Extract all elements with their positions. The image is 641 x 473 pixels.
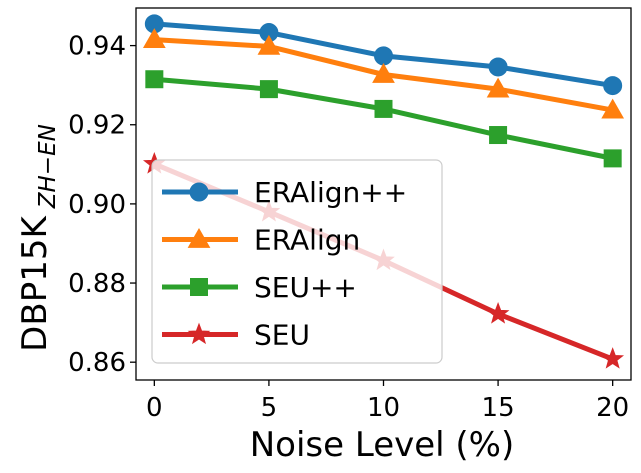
legend-box	[151, 159, 443, 364]
series-line	[154, 76, 614, 161]
data-point	[603, 76, 623, 96]
data-point	[145, 70, 164, 89]
x-axis-title: Noise Level (%)	[250, 425, 515, 465]
y-tick-label: 0.90	[68, 190, 126, 220]
y-tick-label: 0.94	[68, 32, 126, 62]
data-point	[488, 57, 508, 77]
legend-item: ERAlign++	[162, 176, 407, 209]
legend-marker	[187, 322, 211, 345]
data-point	[374, 46, 393, 66]
legend-marker	[190, 278, 208, 296]
series-eralignplusplus	[144, 14, 623, 96]
data-point	[257, 34, 281, 55]
y-axis-title: DBP15K ZH−EN	[15, 124, 61, 352]
legend-item: SEU	[162, 319, 310, 352]
y-axis-title-subscript: ZH−EN	[35, 124, 61, 209]
axis-ticks: 0 5 10 15 20 0.86 0.88 0.90 0.92 0.94	[68, 32, 629, 423]
x-tick-label: 10	[367, 393, 400, 423]
data-point	[486, 301, 510, 324]
legend: ERAlign++ ERAlign SEU++ SEU	[151, 159, 443, 364]
data-point	[374, 99, 393, 118]
x-tick-label: 0	[146, 393, 163, 423]
legend-item: SEU++	[162, 271, 357, 304]
data-point	[372, 62, 395, 83]
legend-item: ERAlign	[162, 224, 360, 257]
legend-marker	[189, 182, 209, 202]
data-point	[489, 126, 508, 145]
x-tick-label: 15	[482, 393, 515, 423]
data-point	[259, 80, 278, 99]
legend-label: ERAlign	[254, 224, 360, 257]
data-point	[142, 28, 166, 49]
y-tick-label: 0.88	[68, 269, 126, 299]
x-tick-label: 20	[596, 393, 629, 423]
legend-label: SEU++	[254, 271, 357, 304]
y-axis-title-main: DBP15K	[15, 215, 55, 352]
data-point	[601, 98, 625, 119]
legend-label: SEU	[254, 319, 310, 352]
legend-marker	[187, 227, 211, 248]
data-point	[603, 149, 622, 168]
data-point	[601, 347, 625, 369]
svg-text:DBP15KZH−EN: DBP15K ZH−EN	[15, 124, 61, 352]
legend-label: ERAlign++	[254, 176, 407, 209]
x-tick-label: 5	[261, 393, 278, 423]
series-seuplusplus	[145, 70, 622, 168]
series-eralign	[142, 28, 625, 119]
y-tick-label: 0.92	[68, 111, 126, 141]
data-point	[486, 77, 510, 98]
y-tick-label: 0.86	[68, 348, 126, 378]
